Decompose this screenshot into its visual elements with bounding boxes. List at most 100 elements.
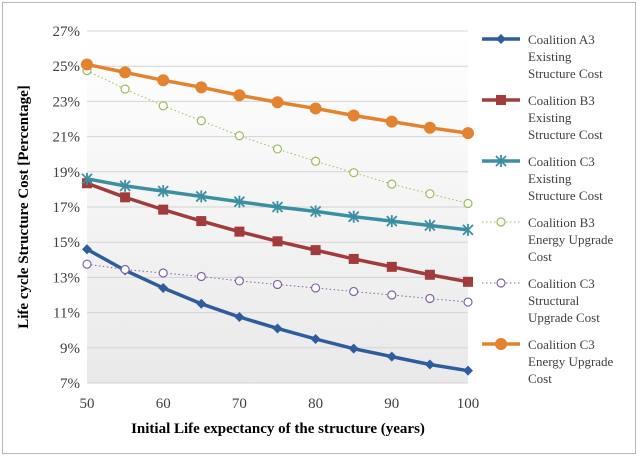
series-line — [81, 58, 474, 140]
data-point-marker — [82, 259, 92, 269]
data-point-marker — [196, 116, 206, 126]
data-point-marker — [195, 190, 207, 203]
legend-label: Coalition C3 — [528, 154, 595, 169]
data-point-marker — [463, 276, 473, 287]
data-point-marker — [157, 74, 170, 87]
legend-label: Existing — [528, 171, 572, 186]
data-point-marker — [311, 283, 321, 293]
data-point-marker — [463, 365, 473, 376]
data-point-marker — [120, 264, 130, 275]
y-tick-label: 13% — [53, 270, 81, 286]
legend-label: Coalition B3 — [528, 215, 595, 230]
tick-labels: 7% 9% 11% 13% 15% 17% 19% 21% 23% 25% 27% 50 60 70 80 9… — [53, 24, 480, 412]
data-point-marker — [424, 219, 436, 232]
data-point-marker — [463, 198, 473, 209]
y-tick-label: 17% — [53, 200, 81, 216]
data-point-marker — [119, 66, 132, 79]
y-tick-label: 9% — [60, 341, 80, 357]
data-point-marker — [310, 334, 321, 344]
legend-label: Coalition C3 — [528, 337, 595, 352]
data-point-marker — [81, 58, 93, 71]
data-point-marker — [157, 185, 169, 198]
data-point-marker — [309, 102, 322, 115]
data-point-marker — [386, 215, 398, 228]
data-point-marker — [234, 226, 245, 237]
y-tick-label: 15% — [53, 235, 81, 251]
legend-label: Structural — [528, 293, 580, 308]
series-line — [82, 178, 473, 287]
data-point-marker — [158, 282, 169, 293]
data-point-marker — [424, 269, 435, 280]
x-tick-label: 90 — [384, 396, 399, 412]
legend-label: Existing — [528, 110, 572, 125]
legend-entry: Coalition C3 Structural Upgrade Cost — [482, 276, 600, 325]
x-tick-label: 50 — [80, 396, 95, 412]
y-tick-label: 21% — [53, 130, 81, 146]
y-tick-label: 25% — [53, 59, 81, 75]
data-point-marker — [272, 323, 283, 334]
data-point-marker — [233, 89, 246, 102]
data-point-marker — [425, 293, 435, 304]
y-tick-label: 27% — [53, 24, 81, 40]
data-point-marker — [272, 236, 283, 247]
legend-label: Cost — [528, 249, 552, 264]
data-point-marker — [311, 156, 321, 166]
data-point-marker — [196, 271, 206, 282]
data-point-marker — [120, 192, 131, 203]
data-point-marker — [386, 351, 397, 362]
legend-entry: Coalition B3 Existing Structure Cost — [482, 93, 603, 142]
data-point-marker — [158, 268, 168, 278]
legend-entry: Coalition B3 Energy Upgrade Cost — [482, 215, 614, 264]
data-point-marker — [158, 204, 169, 215]
data-point-marker — [496, 34, 506, 44]
data-point-marker — [462, 127, 474, 140]
data-point-marker — [233, 195, 246, 208]
series-line — [82, 65, 473, 209]
data-point-marker — [423, 121, 436, 134]
data-point-marker — [81, 172, 93, 185]
legend-label: Cost — [528, 371, 552, 386]
legend-label: Coalition C3 — [528, 276, 595, 291]
legend-label: Energy Upgrade — [528, 354, 614, 369]
legend-label: Coalition B3 — [528, 93, 595, 108]
data-point-marker — [119, 179, 131, 192]
series-line — [82, 259, 473, 307]
x-tick-label: 100 — [457, 396, 480, 412]
x-tick-label: 60 — [156, 396, 171, 412]
data-point-marker — [271, 96, 284, 109]
data-point-marker — [385, 115, 398, 128]
data-point-marker — [496, 278, 506, 288]
data-point-marker — [82, 244, 92, 255]
data-point-marker — [195, 81, 208, 94]
data-point-marker — [234, 312, 245, 322]
data-point-marker — [309, 205, 322, 218]
legend-label: Structure Cost — [528, 127, 603, 142]
data-point-marker — [234, 131, 244, 141]
data-point-marker — [424, 359, 435, 370]
x-axis-title: Initial Life expectancy of the structure… — [131, 421, 425, 437]
data-point-marker — [347, 109, 360, 122]
legend-label: Structure Cost — [528, 66, 603, 81]
data-point-marker — [495, 155, 507, 167]
data-point-marker — [496, 95, 506, 105]
data-point-marker — [272, 144, 283, 154]
data-point-marker — [310, 245, 321, 256]
data-point-marker — [348, 253, 359, 264]
data-point-marker — [462, 223, 474, 236]
data-point-marker — [387, 179, 397, 189]
legend-entry: Coalition C3 Existing Structure Cost — [482, 154, 603, 203]
y-tick-label: 23% — [53, 94, 81, 110]
data-point-marker — [349, 286, 359, 297]
data-point-marker — [496, 217, 506, 227]
x-tick-label: 70 — [232, 396, 247, 412]
data-point-marker — [348, 343, 359, 354]
data-point-marker — [425, 189, 435, 199]
data-point-marker — [387, 290, 397, 300]
data-point-marker — [463, 297, 473, 307]
data-point-marker — [348, 210, 360, 223]
y-tick-label: 7% — [60, 376, 80, 392]
data-point-marker — [120, 84, 130, 94]
legend-entry: Coalition A3 Existing Structure Cost — [482, 32, 603, 81]
